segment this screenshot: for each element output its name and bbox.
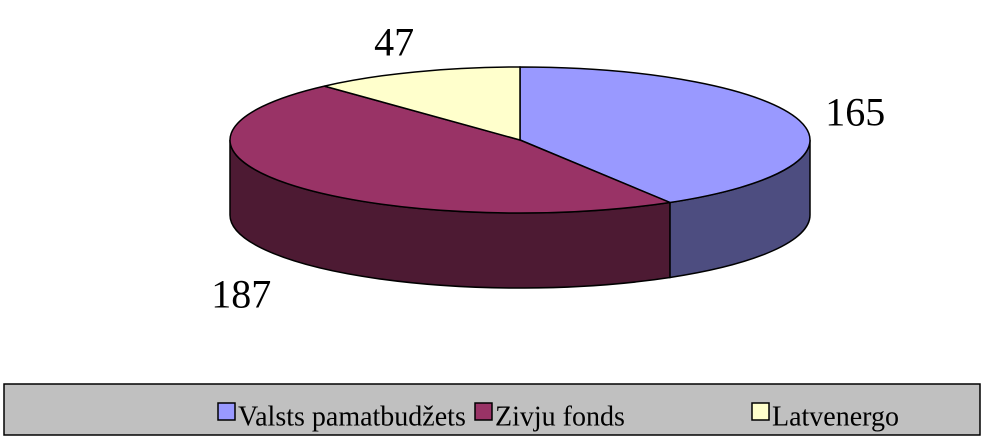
data-label: 47: [374, 19, 414, 64]
data-label: 165: [825, 90, 885, 135]
data-label: 187: [211, 271, 271, 316]
legend-swatch: [474, 402, 493, 421]
legend-swatch: [217, 402, 236, 421]
legend-label: Zivju fonds: [495, 401, 625, 432]
legend-label: Valsts pamatbudžets: [238, 401, 466, 432]
legend-label: Latvenergo: [772, 401, 899, 432]
pie-slice: [324, 66, 521, 141]
pie-slice: [519, 66, 811, 204]
legend-swatch: [751, 402, 770, 421]
pie-slice: [229, 85, 673, 214]
